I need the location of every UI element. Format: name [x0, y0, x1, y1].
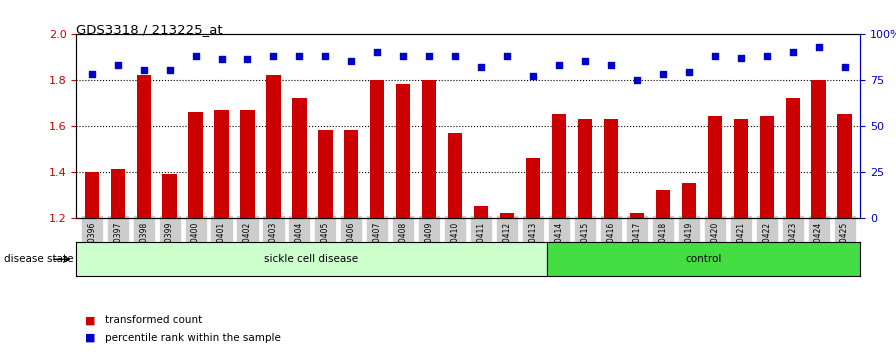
- Bar: [474, 206, 488, 354]
- Point: [448, 53, 462, 58]
- Text: GDS3318 / 213225_at: GDS3318 / 213225_at: [76, 23, 223, 36]
- Bar: [292, 98, 306, 354]
- Point: [526, 73, 540, 79]
- Point: [214, 57, 228, 62]
- Point: [552, 62, 566, 68]
- Point: [266, 53, 280, 58]
- Bar: [552, 114, 566, 354]
- Bar: [448, 132, 462, 354]
- Bar: [318, 130, 332, 354]
- Point: [318, 53, 332, 58]
- Text: ■: ■: [85, 315, 96, 325]
- Point: [708, 53, 722, 58]
- Bar: [812, 80, 826, 354]
- Bar: [500, 213, 514, 354]
- Bar: [136, 75, 151, 354]
- Point: [604, 62, 618, 68]
- Bar: [214, 110, 228, 354]
- Point: [370, 49, 384, 55]
- Bar: [786, 98, 800, 354]
- Point: [474, 64, 488, 70]
- Point: [656, 71, 670, 77]
- Point: [812, 44, 826, 49]
- Point: [682, 69, 696, 75]
- Point: [760, 53, 774, 58]
- Bar: [604, 119, 618, 354]
- Text: percentile rank within the sample: percentile rank within the sample: [105, 333, 280, 343]
- Point: [786, 49, 800, 55]
- Text: disease state: disease state: [4, 254, 73, 264]
- Point: [136, 68, 151, 73]
- Point: [500, 53, 514, 58]
- Text: sickle cell disease: sickle cell disease: [264, 254, 358, 264]
- Bar: [578, 119, 592, 354]
- Bar: [370, 80, 384, 354]
- Point: [396, 53, 410, 58]
- Bar: [188, 112, 202, 354]
- Bar: [526, 158, 540, 354]
- Bar: [162, 174, 177, 354]
- Bar: [344, 130, 358, 354]
- Point: [734, 55, 748, 61]
- Bar: [630, 213, 644, 354]
- Point: [292, 53, 306, 58]
- Bar: [422, 80, 436, 354]
- Point: [578, 58, 592, 64]
- Point: [240, 57, 254, 62]
- Text: control: control: [685, 254, 721, 264]
- Bar: [760, 116, 774, 354]
- Bar: [734, 119, 748, 354]
- Point: [838, 64, 852, 70]
- Point: [344, 58, 358, 64]
- Bar: [396, 84, 410, 354]
- Bar: [84, 172, 99, 354]
- Point: [422, 53, 436, 58]
- Bar: [240, 110, 254, 354]
- Bar: [838, 114, 852, 354]
- Point: [110, 62, 125, 68]
- Bar: [110, 169, 125, 354]
- Bar: [266, 75, 280, 354]
- Bar: [708, 116, 722, 354]
- Point: [162, 68, 177, 73]
- Bar: [656, 190, 670, 354]
- Point: [188, 53, 202, 58]
- Point: [84, 71, 99, 77]
- Bar: [682, 183, 696, 354]
- Text: transformed count: transformed count: [105, 315, 202, 325]
- Point: [630, 77, 644, 82]
- Text: ■: ■: [85, 333, 96, 343]
